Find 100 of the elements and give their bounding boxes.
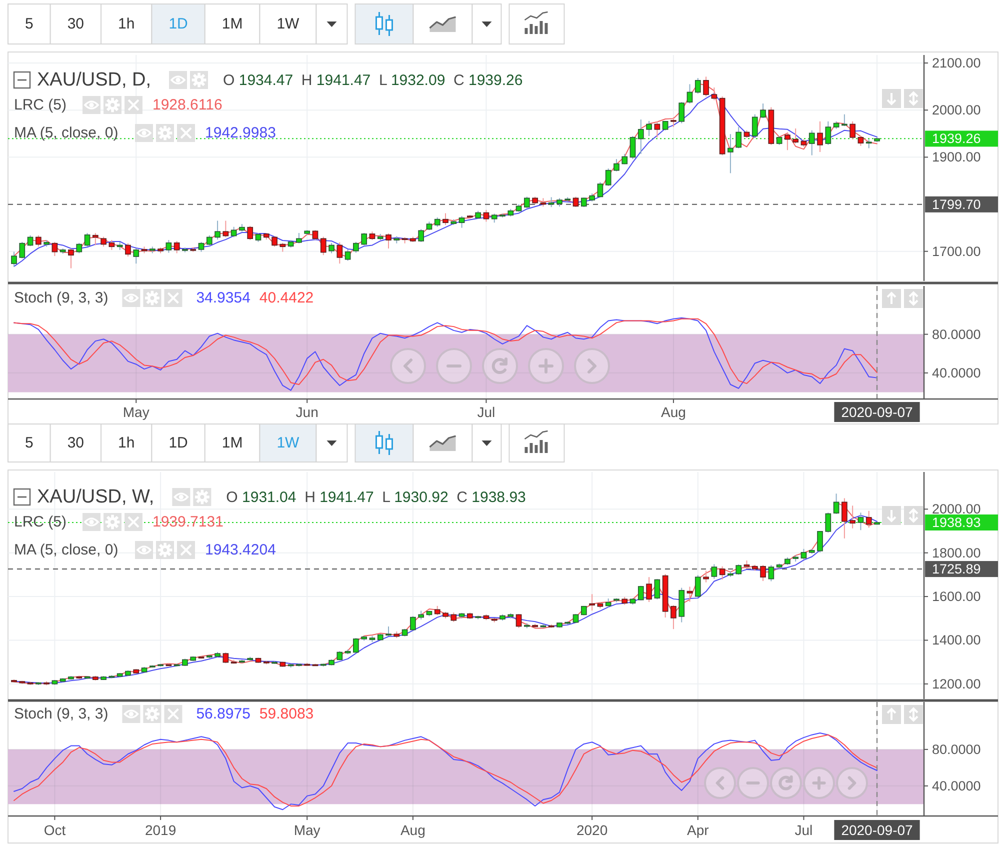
- candlestick: [344, 248, 351, 262]
- candlestick: [768, 564, 774, 582]
- candlestick: [580, 197, 587, 208]
- chart-title: Stoch (9, 3, 3): [14, 290, 108, 306]
- candlestick: [434, 216, 440, 228]
- text: 5: [25, 434, 34, 452]
- candlestick: [678, 102, 685, 124]
- annotation: 1943.4204: [205, 542, 276, 558]
- candlestick: [858, 135, 864, 146]
- candlestick: [850, 120, 856, 140]
- text: 30: [67, 434, 84, 452]
- annotation: MA (5, close, 0): [14, 124, 118, 142]
- candlestick: [686, 586, 693, 602]
- candlestick: [711, 564, 718, 580]
- text: O 1931.04 H 1941.47 L 1930.92 C 1938.93: [226, 488, 526, 506]
- x-tick-label: 2020-09-07: [841, 822, 914, 838]
- x-tick-label: Jul: [477, 404, 496, 420]
- candlestick: [866, 510, 872, 528]
- candlestick: [214, 220, 220, 240]
- candlestick: [694, 574, 701, 598]
- candlestick: [597, 182, 604, 198]
- x-tick-label: 2020-09-07: [841, 404, 914, 420]
- annotation: 56.8975: [196, 706, 250, 722]
- candlestick: [817, 120, 823, 152]
- x-tick-label: May: [294, 822, 320, 838]
- candlestick: [68, 248, 74, 269]
- candlestick: [336, 650, 343, 661]
- x-tick-label: 2019: [144, 822, 176, 838]
- y-tick-label: 1600.00: [932, 589, 981, 604]
- candlestick: [572, 196, 579, 208]
- candlestick: [410, 616, 416, 631]
- text: 30: [67, 16, 84, 32]
- candlestick: [736, 564, 742, 576]
- candlestick: [703, 76, 709, 97]
- text: 1M: [222, 434, 243, 452]
- y-tick-label: 40.0000: [932, 365, 981, 380]
- candlestick: [133, 248, 140, 264]
- y-tick-label: 2100.00: [932, 56, 981, 71]
- candlestick: [833, 493, 840, 514]
- candlestick: [548, 196, 554, 208]
- candlestick: [703, 570, 709, 583]
- ref-line-label: 1799.70: [932, 196, 981, 212]
- x-tick-label: May: [122, 404, 150, 420]
- candlestick: [760, 564, 766, 582]
- candlestick: [230, 226, 237, 238]
- text: 5: [25, 16, 34, 32]
- text: 1W: [276, 16, 300, 32]
- candlestick: [386, 232, 392, 250]
- x-tick-label: 2020: [576, 822, 608, 838]
- x-tick-label: Oct: [44, 822, 66, 838]
- text: O 1934.47 H 1941.47 L 1932.09 C 1939.26: [223, 72, 523, 88]
- candlestick: [27, 234, 34, 247]
- annotation: MA (5, close, 0): [14, 542, 118, 558]
- text: XAU/USD, D,: [37, 70, 152, 90]
- y-tick-label: 1400.00: [932, 632, 981, 648]
- annotation: 59.8083: [259, 706, 314, 722]
- text: 1D: [168, 16, 188, 32]
- candlestick: [694, 78, 701, 94]
- candlestick: [296, 232, 302, 244]
- x-tick-label: Aug: [661, 404, 686, 420]
- annotation: 34.9354: [196, 290, 250, 306]
- y-tick-label: 2000.00: [932, 102, 981, 118]
- candlestick: [36, 234, 42, 248]
- y-tick-label: 1200.00: [932, 676, 981, 692]
- x-tick-label: Jun: [296, 404, 318, 420]
- candlestick: [817, 530, 823, 553]
- x-tick-label: Aug: [400, 822, 426, 838]
- candlestick: [589, 594, 595, 612]
- candlestick: [328, 242, 334, 254]
- candlestick: [711, 86, 718, 101]
- candlestick: [353, 241, 359, 254]
- candlestick: [336, 242, 343, 264]
- x-tick-label: Jul: [794, 822, 813, 838]
- candlestick: [646, 120, 652, 136]
- ref-line-label: 1938.93: [932, 514, 981, 530]
- candlestick: [11, 251, 17, 268]
- y-tick-label: 1900.00: [932, 150, 981, 165]
- candlestick: [800, 548, 807, 560]
- candlestick: [52, 241, 58, 257]
- candlestick: [320, 236, 326, 256]
- annotation: 1928.6116: [152, 96, 222, 114]
- annotation: 40.4422: [259, 290, 314, 306]
- y-tick-label: 2000.00: [932, 502, 981, 517]
- candlestick: [784, 132, 790, 151]
- candlestick: [614, 158, 620, 172]
- candlestick: [792, 128, 799, 144]
- candlestick: [174, 240, 180, 254]
- candlestick: [670, 116, 676, 128]
- annotation: 1942.9983: [205, 124, 276, 142]
- candlestick: [76, 242, 82, 254]
- ref-line-label: 1725.89: [932, 562, 981, 577]
- candlestick: [736, 126, 742, 149]
- candlestick: [222, 220, 229, 238]
- candlestick: [272, 236, 278, 248]
- candlestick: [206, 234, 212, 247]
- annotation: 1939.7131: [152, 514, 224, 530]
- candlestick: [719, 566, 726, 580]
- candlestick: [442, 212, 448, 226]
- candlestick: [760, 102, 766, 119]
- candlestick: [654, 120, 660, 138]
